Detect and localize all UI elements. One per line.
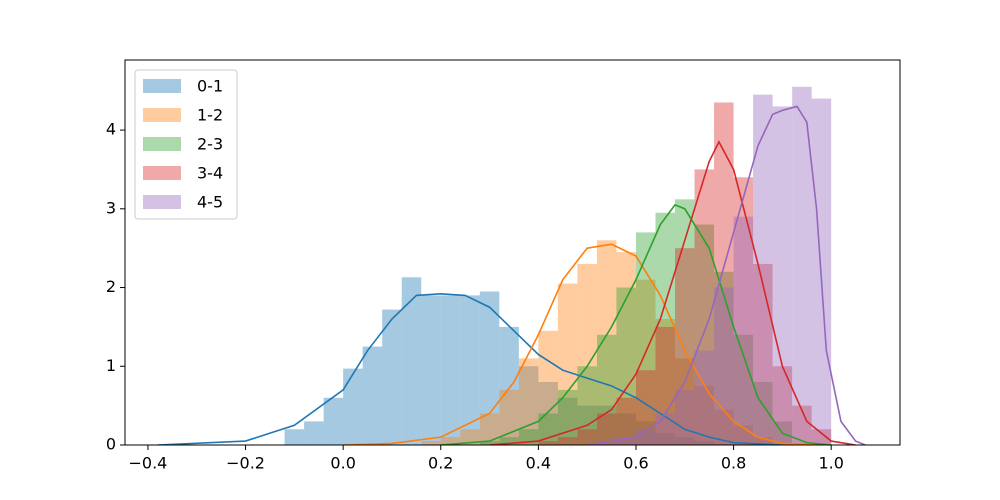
hist-bar [440, 295, 461, 445]
legend-frame [134, 69, 238, 220]
hist-bar [635, 279, 656, 445]
y-tick-label: 2 [106, 277, 116, 296]
hist-bar [538, 441, 558, 445]
hist-bar [577, 263, 597, 445]
hist-bar [479, 413, 500, 445]
y-tick-label: 1 [106, 356, 116, 375]
hist-bar [421, 295, 441, 445]
hist-bar [518, 366, 539, 445]
hist-bar [675, 248, 695, 445]
hist-bar [499, 437, 519, 445]
hist-bar [675, 199, 695, 445]
legend-label: 3-4 [197, 164, 223, 183]
hist-bar [479, 441, 500, 445]
hist-bar [655, 326, 676, 445]
hist-bar [616, 437, 636, 445]
hist-bar [675, 389, 695, 445]
hist-bar [655, 433, 676, 445]
hist-bar [811, 429, 832, 445]
hist-bar [421, 441, 441, 445]
hist-bar [753, 437, 773, 445]
hist-bar [753, 263, 773, 445]
x-tick-label: 0.2 [428, 454, 453, 473]
y-tick-label: 3 [106, 198, 116, 217]
hist-bar [557, 389, 578, 445]
hist-bar [655, 413, 676, 445]
hist-bar [635, 232, 656, 445]
hist-bar [655, 212, 676, 445]
hist-bar [714, 271, 734, 445]
legend-swatch [143, 108, 181, 122]
hist-bar [596, 334, 617, 445]
hist-bar [596, 413, 617, 445]
hist-bar [694, 350, 715, 445]
legend-label: 0-1 [197, 77, 223, 96]
hist-bar [557, 283, 578, 445]
hist-bar [714, 287, 734, 445]
hist-bar [733, 334, 754, 445]
kde-line [343, 243, 832, 445]
x-tick-label: −0.2 [226, 454, 265, 473]
legend-swatch [143, 137, 181, 151]
hist-bar [499, 326, 519, 445]
legend-swatch [143, 195, 181, 209]
hist-bar [792, 86, 812, 445]
kde-line [440, 203, 832, 445]
hist-bar [753, 94, 773, 445]
hist-bar [343, 368, 363, 445]
x-tick-label: 0.4 [526, 454, 551, 473]
hist-bar [596, 240, 617, 445]
hist-bar [284, 429, 305, 445]
hist-bar [304, 421, 324, 445]
hist-bar [557, 437, 578, 445]
hist-bar [714, 409, 734, 445]
hist-bar [577, 429, 597, 445]
hist-bar [460, 429, 480, 445]
legend: 0-1 1-2 2-3 3-4 4-5 [134, 69, 238, 220]
x-tick-label: 0.6 [623, 454, 648, 473]
hist-bar [323, 397, 344, 445]
hist-bar [733, 177, 754, 445]
hist-bar [694, 441, 715, 445]
hist-bar [792, 405, 812, 445]
hist-bar [694, 224, 715, 445]
plot [157, 86, 866, 445]
hist-bar [616, 287, 636, 445]
axes-frame [124, 59, 901, 446]
hist-bar [714, 102, 734, 445]
hist-bar [362, 346, 383, 445]
hist-bar [382, 309, 402, 445]
hist-bar [675, 358, 695, 445]
kde-line [489, 140, 856, 445]
x-tick-label: 1.0 [818, 454, 843, 473]
hist-bar [596, 441, 617, 445]
legend-swatch [143, 79, 181, 93]
hist-bar [401, 277, 422, 445]
x-tick-label: −0.4 [129, 454, 168, 473]
legend-label: 2-3 [197, 135, 223, 154]
hist-bar [538, 382, 558, 445]
hist-bar [694, 385, 715, 445]
hist-bar [635, 370, 656, 445]
x-tick-label: 0.8 [721, 454, 746, 473]
hist-bar [772, 106, 793, 445]
hist-bar [675, 437, 695, 445]
y-tick-label: 4 [106, 120, 116, 139]
x-tick-label: 0.0 [330, 454, 355, 473]
hist-bar [733, 216, 754, 445]
legend-swatch [143, 166, 181, 180]
kde-line [157, 293, 783, 445]
y-tick-label: 0 [106, 435, 116, 454]
hist-bar [460, 295, 480, 445]
hist-bar [577, 366, 597, 445]
legend-label: 4-5 [197, 193, 223, 212]
kde-line [587, 105, 866, 445]
hist-bar [440, 437, 461, 445]
hist-bar [616, 397, 636, 445]
legend-label: 1-2 [197, 106, 223, 125]
